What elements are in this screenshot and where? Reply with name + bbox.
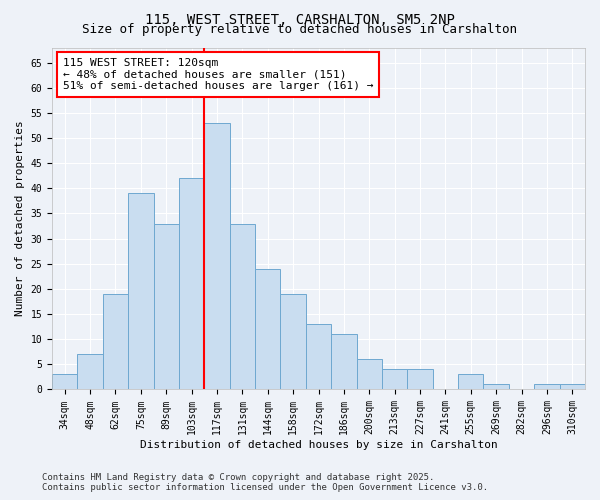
Bar [128,194,154,390]
Bar [77,354,103,390]
Bar [356,360,382,390]
Bar [560,384,585,390]
Bar [458,374,484,390]
Bar [484,384,509,390]
Bar [331,334,356,390]
X-axis label: Distribution of detached houses by size in Carshalton: Distribution of detached houses by size … [140,440,497,450]
Bar [255,269,280,390]
Bar [179,178,205,390]
Y-axis label: Number of detached properties: Number of detached properties [15,120,25,316]
Text: Contains HM Land Registry data © Crown copyright and database right 2025.
Contai: Contains HM Land Registry data © Crown c… [42,473,488,492]
Bar [205,123,230,390]
Bar [280,294,306,390]
Bar [382,370,407,390]
Bar [103,294,128,390]
Text: 115 WEST STREET: 120sqm
← 48% of detached houses are smaller (151)
51% of semi-d: 115 WEST STREET: 120sqm ← 48% of detache… [62,58,373,91]
Text: 115, WEST STREET, CARSHALTON, SM5 2NP: 115, WEST STREET, CARSHALTON, SM5 2NP [145,12,455,26]
Text: Size of property relative to detached houses in Carshalton: Size of property relative to detached ho… [83,22,517,36]
Bar [52,374,77,390]
Bar [534,384,560,390]
Bar [407,370,433,390]
Bar [306,324,331,390]
Bar [154,224,179,390]
Bar [230,224,255,390]
